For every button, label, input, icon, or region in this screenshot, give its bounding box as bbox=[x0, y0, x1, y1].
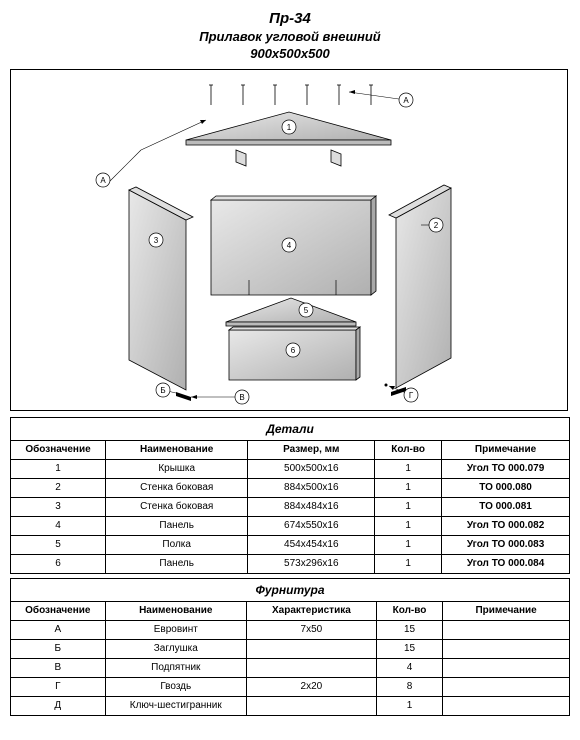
table-cell: 2 bbox=[11, 479, 106, 498]
table-cell: 1 bbox=[376, 697, 442, 716]
table-row: 4Панель674x550x161Угол ТО 000.082 bbox=[11, 517, 570, 536]
column-header: Обозначение bbox=[11, 602, 106, 621]
table-cell bbox=[443, 659, 570, 678]
column-header: Обозначение bbox=[11, 441, 106, 460]
svg-text:2: 2 bbox=[434, 221, 439, 230]
table-cell: Угол ТО 000.083 bbox=[442, 536, 570, 555]
table-cell bbox=[443, 697, 570, 716]
table-cell: 1 bbox=[375, 555, 442, 574]
svg-text:5: 5 bbox=[304, 306, 309, 315]
table-cell: Гвоздь bbox=[105, 678, 246, 697]
assembly-diagram: 1 2 3 4 5 6 A A Б В Г bbox=[10, 69, 568, 411]
table-row: БЗаглушка 15 bbox=[11, 640, 570, 659]
product-dimensions: 900x500x500 bbox=[10, 46, 570, 61]
table-cell: 5 bbox=[11, 536, 106, 555]
svg-text:6: 6 bbox=[291, 346, 296, 355]
table-cell: 4 bbox=[376, 659, 442, 678]
table-cell: 2x20 bbox=[246, 678, 376, 697]
table-cell: Стенка боковая bbox=[106, 498, 248, 517]
product-description: Прилавок угловой внешний bbox=[10, 29, 570, 44]
table-cell bbox=[246, 659, 376, 678]
table-cell: Угол ТО 000.084 bbox=[442, 555, 570, 574]
table-cell: Угол ТО 000.082 bbox=[442, 517, 570, 536]
svg-text:Б: Б bbox=[160, 386, 165, 395]
table-cell: Стенка боковая bbox=[106, 479, 248, 498]
table-cell: В bbox=[11, 659, 106, 678]
table-cell: 6 bbox=[11, 555, 106, 574]
svg-text:В: В bbox=[239, 393, 244, 402]
table-cell: 15 bbox=[376, 621, 442, 640]
table-cell: Подпятник bbox=[105, 659, 246, 678]
table-cell: А bbox=[11, 621, 106, 640]
table-cell: Г bbox=[11, 678, 106, 697]
svg-text:4: 4 bbox=[287, 241, 292, 250]
table-cell bbox=[246, 640, 376, 659]
table-row: 1Крышка500x500x161Угол ТО 000.079 bbox=[11, 460, 570, 479]
table-row: 6Панель573x296x161Угол ТО 000.084 bbox=[11, 555, 570, 574]
table-cell: Ключ-шестигранник bbox=[105, 697, 246, 716]
table-cell: Евровинт bbox=[105, 621, 246, 640]
table-cell: ТО 000.080 bbox=[442, 479, 570, 498]
column-header: Примечание bbox=[443, 602, 570, 621]
table-row: ДКлюч-шестигранник 1 bbox=[11, 697, 570, 716]
table-cell bbox=[443, 640, 570, 659]
table-cell: Д bbox=[11, 697, 106, 716]
table-cell: 1 bbox=[375, 536, 442, 555]
table-row: ГГвоздь2x208 bbox=[11, 678, 570, 697]
table-cell: 15 bbox=[376, 640, 442, 659]
table-cell: 1 bbox=[375, 498, 442, 517]
hardware-table-header: ОбозначениеНаименованиеХарактеристикаКол… bbox=[11, 602, 570, 621]
diagram-svg: 1 2 3 4 5 6 A A Б В Г bbox=[11, 70, 567, 410]
table-row: 5Полка454x454x161Угол ТО 000.083 bbox=[11, 536, 570, 555]
column-header: Наименование bbox=[105, 602, 246, 621]
column-header: Наименование bbox=[106, 441, 248, 460]
table-cell: 884x484x16 bbox=[248, 498, 375, 517]
table-cell: 1 bbox=[375, 460, 442, 479]
hardware-table-title: Фурнитура bbox=[11, 579, 570, 602]
table-cell: 8 bbox=[376, 678, 442, 697]
parts-table-header: ОбозначениеНаименованиеРазмер, ммКол-воП… bbox=[11, 441, 570, 460]
column-header: Кол-во bbox=[376, 602, 442, 621]
parts-table-title: Детали bbox=[11, 418, 570, 441]
table-cell bbox=[443, 621, 570, 640]
table-cell bbox=[246, 697, 376, 716]
hardware-table: Фурнитура ОбозначениеНаименованиеХаракте… bbox=[10, 578, 570, 716]
table-row: АЕвровинт7x5015 bbox=[11, 621, 570, 640]
column-header: Размер, мм bbox=[248, 441, 375, 460]
table-cell bbox=[443, 678, 570, 697]
table-cell: 884x500x16 bbox=[248, 479, 375, 498]
table-cell: 1 bbox=[375, 479, 442, 498]
table-cell: 573x296x16 bbox=[248, 555, 375, 574]
column-header: Кол-во bbox=[375, 441, 442, 460]
table-cell: Угол ТО 000.079 bbox=[442, 460, 570, 479]
table-cell: 454x454x16 bbox=[248, 536, 375, 555]
svg-text:3: 3 bbox=[154, 236, 159, 245]
document-header: Пр-34 Прилавок угловой внешний 900x500x5… bbox=[10, 10, 570, 61]
svg-text:Г: Г bbox=[409, 391, 414, 400]
table-row: 3Стенка боковая884x484x161ТО 000.081 bbox=[11, 498, 570, 517]
table-cell: ТО 000.081 bbox=[442, 498, 570, 517]
model-number: Пр-34 bbox=[10, 10, 570, 27]
table-cell: Панель bbox=[106, 555, 248, 574]
svg-text:A: A bbox=[100, 176, 106, 185]
table-cell: 3 bbox=[11, 498, 106, 517]
table-row: ВПодпятник 4 bbox=[11, 659, 570, 678]
table-cell: Б bbox=[11, 640, 106, 659]
table-cell: Крышка bbox=[106, 460, 248, 479]
table-cell: 674x550x16 bbox=[248, 517, 375, 536]
table-cell: 1 bbox=[11, 460, 106, 479]
table-row: 2Стенка боковая884x500x161ТО 000.080 bbox=[11, 479, 570, 498]
table-cell: Панель bbox=[106, 517, 248, 536]
parts-table: Детали ОбозначениеНаименованиеРазмер, мм… bbox=[10, 417, 570, 574]
column-header: Примечание bbox=[442, 441, 570, 460]
table-cell: 1 bbox=[375, 517, 442, 536]
table-cell: Полка bbox=[106, 536, 248, 555]
column-header: Характеристика bbox=[246, 602, 376, 621]
table-cell: 4 bbox=[11, 517, 106, 536]
table-cell: 7x50 bbox=[246, 621, 376, 640]
svg-text:1: 1 bbox=[287, 123, 292, 132]
svg-text:A: A bbox=[403, 96, 409, 105]
table-cell: 500x500x16 bbox=[248, 460, 375, 479]
table-cell: Заглушка bbox=[105, 640, 246, 659]
